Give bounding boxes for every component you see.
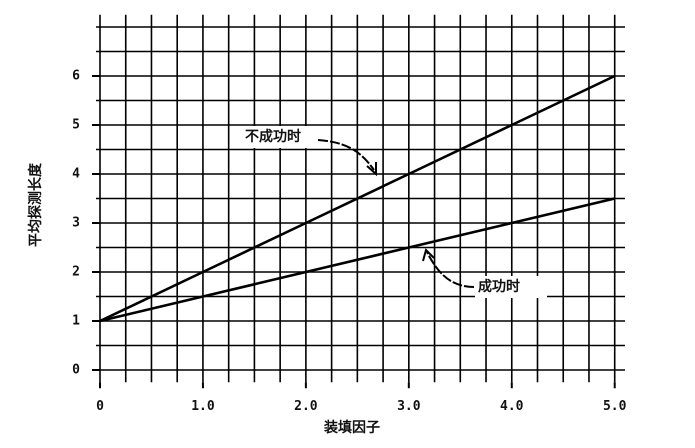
- y-tick-label: 6: [72, 69, 80, 84]
- series-label: 不成功时: [245, 128, 301, 145]
- annotation-arrow: [426, 251, 475, 288]
- x-tick-label: 5.0: [603, 399, 627, 414]
- y-tick-label: 4: [72, 167, 80, 182]
- y-tick-label: 5: [72, 118, 80, 133]
- x-tick-label: 1.0: [191, 399, 215, 414]
- x-tick-label: 3.0: [397, 399, 421, 414]
- y-axis-label: 平均探测长度: [27, 162, 44, 247]
- label-bg: [242, 126, 314, 148]
- x-tick-label: 0: [96, 399, 104, 414]
- label-bg: [475, 276, 547, 298]
- y-tick-label: 1: [72, 314, 80, 329]
- y-tick-label: 2: [72, 265, 80, 280]
- x-axis-label: 装填因子: [323, 419, 380, 436]
- series-line: [99, 197, 616, 323]
- annotation-arrowhead: [366, 162, 377, 177]
- annotation-arrow: [317, 139, 375, 171]
- x-tick-label: 2.0: [294, 399, 318, 414]
- y-tick-label: 0: [72, 363, 80, 378]
- y-tick-label: 3: [72, 216, 80, 231]
- series-label: 成功时: [478, 278, 520, 295]
- x-tick-label: 4.0: [500, 399, 524, 414]
- annotation-arrowhead: [422, 248, 435, 262]
- series-line: [99, 74, 616, 323]
